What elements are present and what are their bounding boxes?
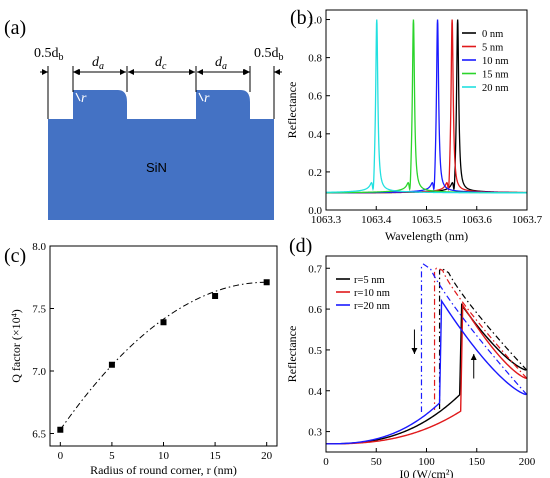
x-axis-title: I0 (W/cm²) (400, 467, 454, 478)
panel-a: (a) (4, 17, 284, 220)
x-tick-label: 1063.4 (361, 214, 392, 226)
downsweep-line (420, 263, 527, 412)
data-point (160, 319, 167, 326)
y-tick-label: 0.0 (308, 205, 322, 217)
x-tick-label: 100 (418, 456, 435, 468)
x-tick-label: 20 (261, 450, 273, 462)
panel-a-label: (a) (4, 17, 26, 39)
data-point (108, 361, 115, 368)
y-axis-title: Q factor (×10⁴) (9, 309, 23, 383)
legend-label: 0 nm (482, 29, 503, 40)
x-tick-label: 1063.5 (411, 214, 442, 226)
x-tick-label: 150 (469, 456, 486, 468)
sin-grating-body (48, 90, 274, 220)
material-label: SiN (146, 160, 167, 175)
y-axis-title: Reflectance (285, 326, 299, 383)
dim-edge-right: 0.5db (254, 46, 284, 63)
panel-c-label: (c) (4, 245, 26, 267)
y-tick-label: 0.6 (308, 304, 322, 316)
x-tick-label: 0 (58, 450, 64, 462)
panel-b: (b) 1063.3 1063.4 1063.5 1063.6 1063.7 0.0 0.2… (285, 7, 543, 243)
y-axis-title: Reflectance (285, 82, 299, 139)
dim-da-left: da (92, 55, 104, 72)
legend-label: r=20 nm (354, 301, 390, 312)
dim-edge-left: 0.5db (34, 46, 64, 63)
corner-r-right: r (204, 91, 210, 106)
upsweep-line (326, 302, 527, 445)
y-tick-label: 0.3 (308, 427, 322, 439)
panel-b-label: (b) (290, 7, 313, 29)
x-tick-label: 1063.7 (512, 214, 543, 226)
chart-d: 0 50 100 150 200 0.3 0.4 0.5 0.6 0.7 I0 (W/cm²) Ref… (285, 255, 536, 478)
y-tick-label: 0.6 (308, 91, 322, 103)
panel-d-label: (d) (289, 235, 312, 257)
corner-r-left: r (81, 91, 87, 106)
upsweep-line (326, 302, 527, 445)
downsweep-line (433, 267, 527, 410)
y-tick-label: 0.7 (308, 263, 322, 275)
y-tick-label: 0.4 (308, 129, 322, 141)
corner-radius-markers (75, 92, 204, 102)
x-tick-label: 10 (158, 450, 170, 462)
y-tick-label: 7.0 (32, 366, 46, 378)
y-tick-label: 0.8 (308, 53, 322, 65)
panel-c: (c) 0 5 10 15 20 6.5 7.0 7.5 8.0 Radius of round … (4, 241, 278, 477)
x-axis-title: Radius of round corner, r (nm) (90, 463, 237, 477)
y-tick-label: 1.0 (308, 15, 322, 27)
y-tick-label: 0.4 (308, 386, 322, 398)
y-tick-label: 0.5 (308, 345, 322, 357)
x-tick-label: 15 (210, 450, 222, 462)
dim-dc: dc (155, 55, 167, 72)
x-tick-label: 1063.3 (311, 214, 342, 226)
legend-label: r=5 nm (354, 275, 385, 286)
x-tick-label: 1063.6 (462, 214, 493, 226)
data-point (57, 426, 64, 433)
series-line (326, 19, 527, 194)
y-tick-label: 0.2 (308, 167, 322, 179)
x-tick-label: 0 (323, 456, 329, 468)
y-tick-label: 6.5 (32, 429, 46, 441)
dim-da-right: da (215, 55, 227, 72)
legend-label: 10 nm (482, 56, 509, 67)
plot-frame (49, 245, 278, 447)
panel-d: (d) 0 50 100 150 200 0.3 0.4 0.5 0.6 0.7 I0 (W/cm²… (285, 235, 536, 478)
chart-c: 0 5 10 15 20 6.5 7.0 7.5 8.0 Radius of round corn… (9, 241, 278, 477)
data-point (263, 279, 270, 286)
legend-label: 5 nm (482, 43, 503, 54)
chart-b: 1063.3 1063.4 1063.5 1063.6 1063.7 0.0 0.2 0.4 0… (285, 9, 543, 243)
x-axis-title: Wavelength (nm) (385, 229, 468, 243)
plot-frame (325, 9, 528, 211)
data-point (212, 293, 219, 299)
downsweep-line (438, 267, 527, 410)
x-tick-label: 200 (519, 456, 536, 468)
x-tick-label: 5 (109, 450, 115, 462)
legend-label: r=10 nm (354, 288, 390, 299)
fit-curve (59, 281, 267, 431)
x-tick-label: 50 (371, 456, 383, 468)
legend-label: 20 nm (482, 83, 509, 94)
y-tick-label: 8.0 (32, 241, 46, 253)
y-tick-label: 7.5 (32, 304, 46, 316)
legend-label: 15 nm (482, 70, 509, 81)
upsweep-line (326, 298, 527, 445)
